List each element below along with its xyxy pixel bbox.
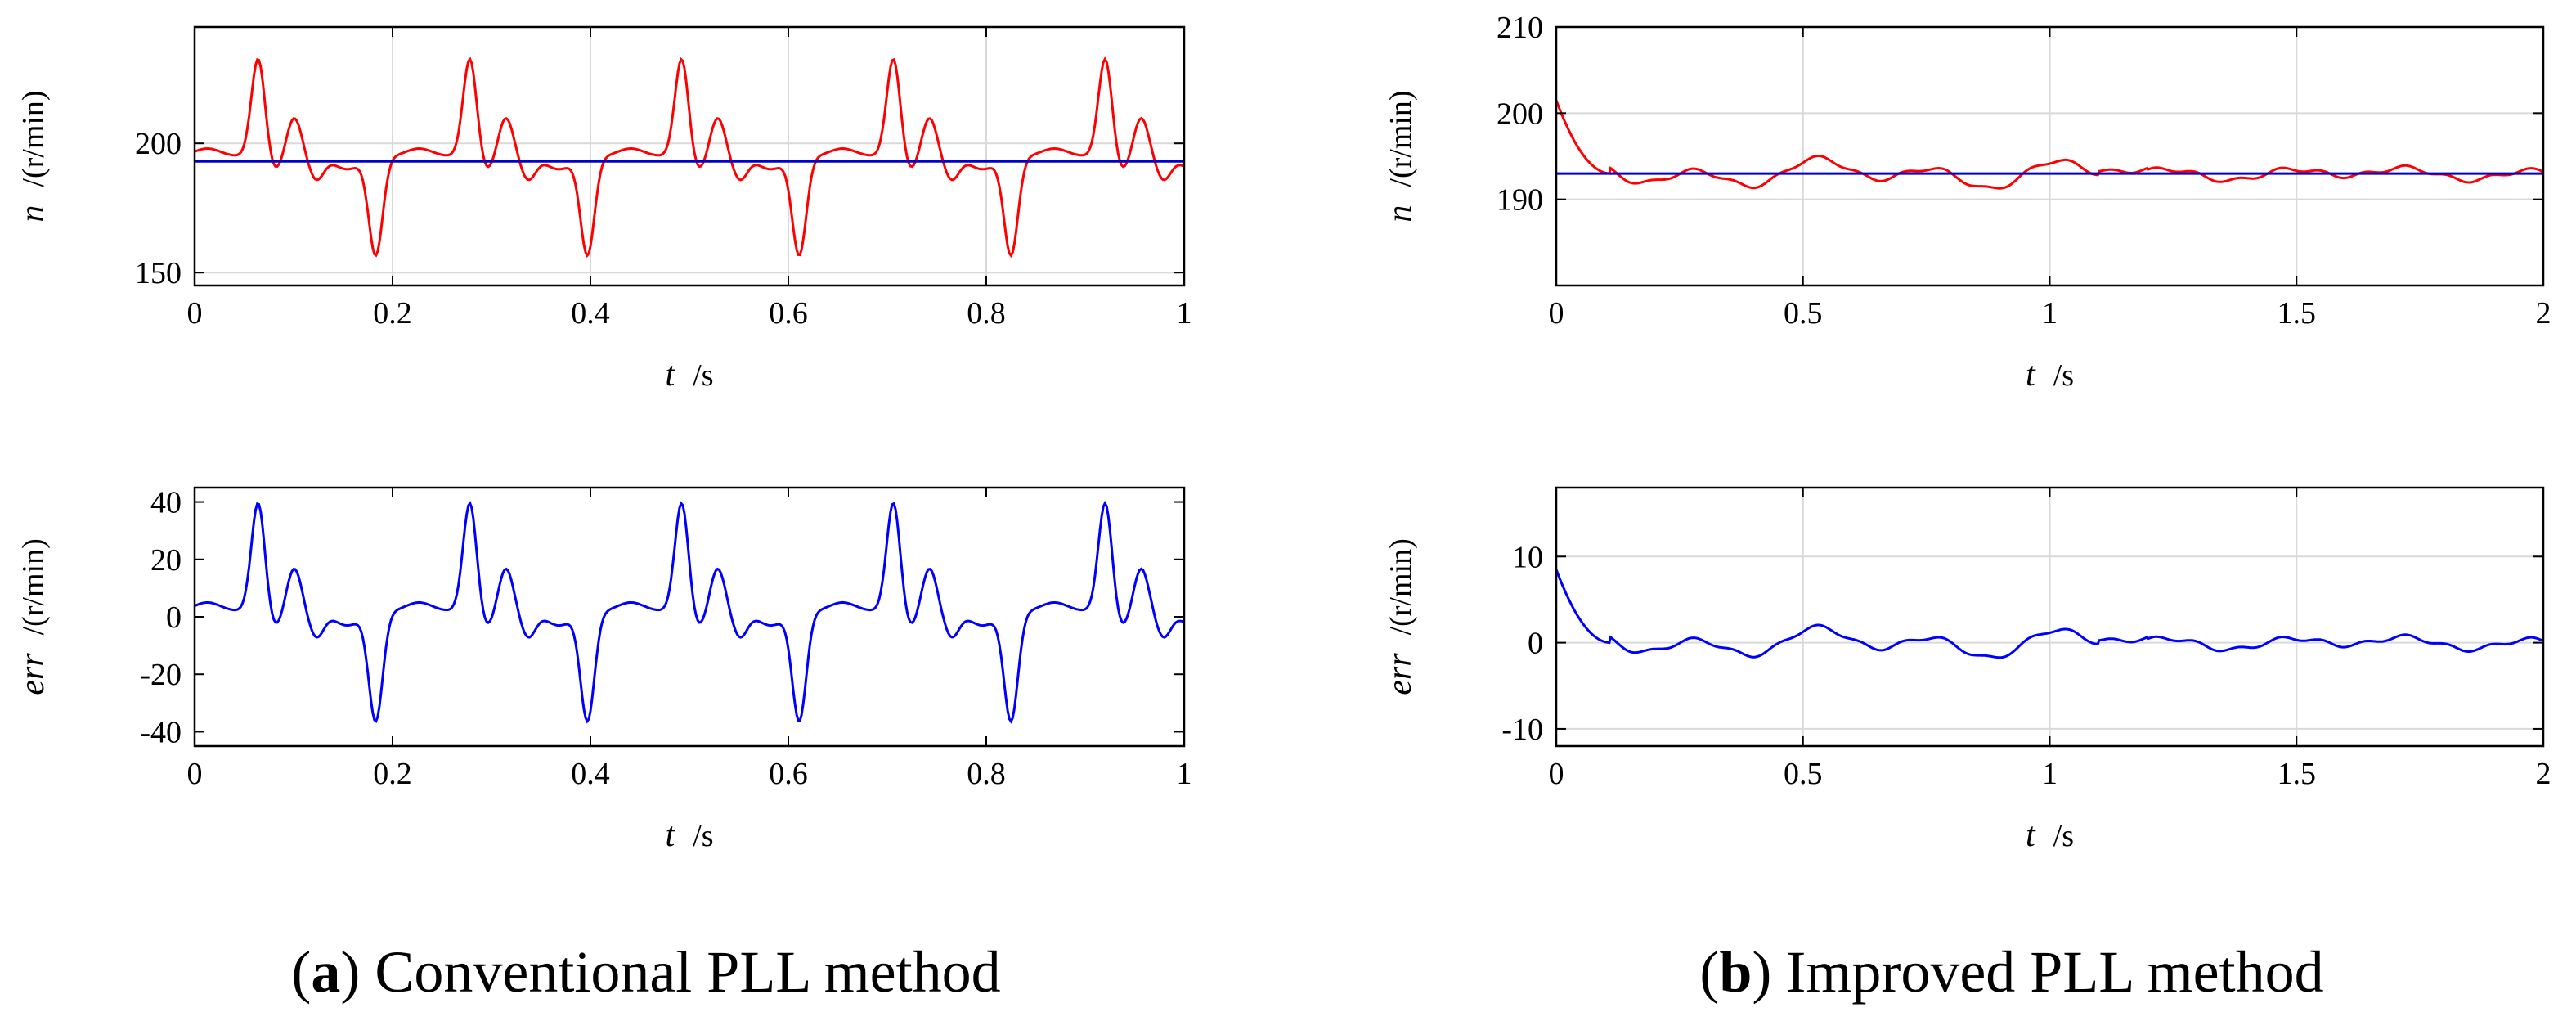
caption-b: (b) Improved PLL method bbox=[1699, 939, 2323, 1005]
x-axis-unit: /s bbox=[2053, 358, 2074, 393]
series-line-error bbox=[195, 500, 1184, 724]
x-tick-label: 0.2 bbox=[373, 757, 412, 791]
axes-frame bbox=[193, 486, 1186, 748]
x-tick-label: 0 bbox=[187, 296, 203, 331]
chart-panel-a-speed: 0 0.2 0.4 0.6 0.8 1 150 200 t/s n /(r/min) bbox=[14, 25, 1192, 394]
y-axis-unit: /(r/min) bbox=[1384, 90, 1418, 187]
y-tick-label: 0 bbox=[166, 600, 182, 635]
y-axis-unit: /(r/min) bbox=[16, 538, 51, 635]
chart-panel-a-error: 0 0.2 0.4 0.6 0.8 1 -40 -20 0 20 40 t/s err /(r/min) bbox=[14, 486, 1192, 854]
x-tick-label: 0.8 bbox=[967, 296, 1006, 331]
caption-a-close: ) bbox=[340, 939, 360, 1005]
y-tick-label: 20 bbox=[150, 543, 182, 578]
y-axis-unit: /(r/min) bbox=[1384, 538, 1418, 635]
chart-panel-b-speed: 0 0.5 1 1.5 2 190 200 210 t/s n /(r/min) bbox=[1381, 11, 2551, 394]
series-line-error bbox=[1556, 569, 2543, 659]
x-axis-unit: /s bbox=[2053, 819, 2074, 853]
y-axis-var: err bbox=[14, 653, 52, 695]
x-axis-label: t/s bbox=[2026, 356, 2074, 394]
series-line-speed bbox=[195, 56, 1184, 259]
caption-a-letter: a bbox=[311, 939, 340, 1005]
x-tick-label: 0.2 bbox=[373, 296, 412, 331]
y-axis-label: err /(r/min) bbox=[14, 538, 52, 695]
x-tick-label: 0.6 bbox=[769, 296, 808, 331]
caption-b-text: Improved PLL method bbox=[1771, 939, 2323, 1005]
caption-a-text: Conventional PLL method bbox=[360, 939, 1000, 1005]
x-tick-label: 1.5 bbox=[2278, 296, 2317, 331]
y-axis-unit: /(r/min) bbox=[16, 90, 51, 187]
x-axis-unit: /s bbox=[693, 819, 713, 853]
y-tick-label: 200 bbox=[135, 127, 182, 161]
x-tick-label: 1.5 bbox=[2278, 757, 2317, 791]
x-tick-label: 1 bbox=[2042, 757, 2058, 791]
y-tick-label: -40 bbox=[140, 715, 182, 749]
x-tick-label: 0.5 bbox=[1784, 757, 1823, 791]
x-axis-label: t/s bbox=[665, 816, 713, 854]
y-tick-label: -10 bbox=[1501, 713, 1543, 747]
x-tick-label: 0 bbox=[1549, 296, 1564, 331]
y-tick-label: 10 bbox=[1512, 540, 1543, 574]
x-axis-var: t bbox=[2026, 356, 2036, 394]
caption-b-close: ) bbox=[1752, 939, 1771, 1005]
y-tick-label: 210 bbox=[1497, 11, 1543, 45]
x-tick-label: 1 bbox=[2042, 296, 2058, 331]
y-axis-label: n /(r/min) bbox=[1381, 90, 1419, 222]
x-axis-var: t bbox=[665, 816, 675, 854]
axes-frame bbox=[193, 25, 1186, 287]
x-tick-label: 1 bbox=[1177, 296, 1192, 331]
x-tick-label: 0 bbox=[1549, 757, 1564, 791]
x-tick-label: 1 bbox=[1177, 757, 1192, 791]
x-axis-var: t bbox=[665, 356, 675, 394]
x-tick-label: 0 bbox=[187, 757, 203, 791]
x-tick-label: 0.4 bbox=[571, 296, 610, 331]
y-tick-label: 40 bbox=[150, 486, 182, 520]
x-axis-var: t bbox=[2026, 816, 2036, 854]
y-axis-var: err bbox=[1381, 653, 1419, 695]
x-tick-label: 0.4 bbox=[571, 757, 610, 791]
x-tick-label: 0.5 bbox=[1784, 296, 1823, 331]
y-tick-label: 190 bbox=[1497, 183, 1543, 218]
y-tick-label: 0 bbox=[1528, 627, 1543, 661]
y-tick-label: -20 bbox=[140, 658, 182, 692]
x-axis-unit: /s bbox=[693, 358, 713, 393]
caption-a-open: ( bbox=[291, 939, 311, 1005]
x-tick-label: 2 bbox=[2536, 296, 2551, 331]
x-tick-label: 0.6 bbox=[769, 757, 808, 791]
caption-b-open: ( bbox=[1699, 939, 1719, 1005]
x-axis-label: t/s bbox=[2026, 816, 2074, 854]
y-tick-label: 200 bbox=[1497, 97, 1543, 131]
caption-b-letter: b bbox=[1719, 939, 1752, 1005]
caption-a: (a) Conventional PLL method bbox=[291, 939, 1000, 1005]
y-axis-var: n bbox=[14, 205, 52, 223]
y-tick-label: 150 bbox=[135, 256, 182, 290]
y-axis-label: n /(r/min) bbox=[14, 90, 52, 222]
x-tick-label: 0.8 bbox=[967, 757, 1006, 791]
x-tick-label: 2 bbox=[2536, 757, 2551, 791]
y-axis-label: err /(r/min) bbox=[1381, 538, 1419, 695]
y-axis-var: n bbox=[1381, 205, 1419, 223]
x-axis-label: t/s bbox=[665, 356, 713, 394]
